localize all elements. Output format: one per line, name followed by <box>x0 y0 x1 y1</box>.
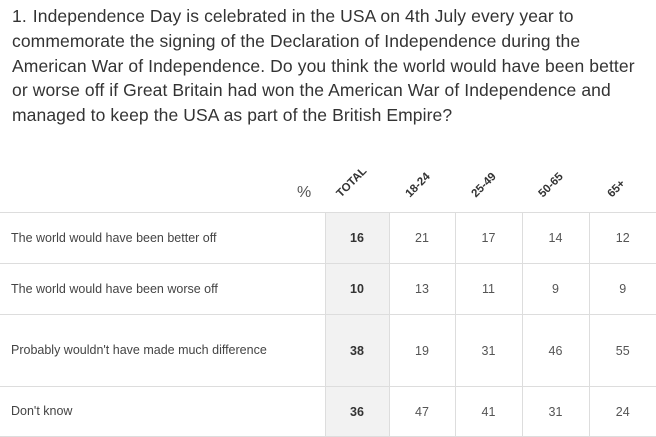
cell-18-24: 47 <box>388 386 456 437</box>
question-number: 1. <box>12 6 27 26</box>
cell-25-49: 31 <box>454 314 523 387</box>
cell-50-65: 9 <box>521 263 590 315</box>
table-row: Don't know 36 47 41 31 24 <box>0 386 656 437</box>
row-label: Don't know <box>0 386 326 437</box>
table-row: The world would have been better off 16 … <box>0 212 656 264</box>
cell-18-24: 19 <box>388 314 456 387</box>
cell-65-plus: 9 <box>588 263 656 315</box>
cell-total: 36 <box>324 386 390 437</box>
cell-total: 16 <box>324 212 390 264</box>
cell-25-49: 11 <box>454 263 523 315</box>
cell-25-49: 41 <box>454 386 523 437</box>
cell-50-65: 46 <box>521 314 590 387</box>
cell-65-plus: 24 <box>588 386 656 437</box>
row-label: Probably wouldn't have made much differe… <box>0 314 326 387</box>
cell-25-49: 17 <box>454 212 523 264</box>
cell-total: 10 <box>324 263 390 315</box>
question-body: Independence Day is celebrated in the US… <box>12 6 635 126</box>
table-row: Probably wouldn't have made much differe… <box>0 314 656 387</box>
cell-total: 38 <box>324 314 390 387</box>
cell-65-plus: 55 <box>588 314 656 387</box>
cell-50-65: 14 <box>521 212 590 264</box>
percent-symbol: % <box>297 184 312 201</box>
row-label: The world would have been better off <box>0 212 326 264</box>
question-text: 1. Independence Day is celebrated in the … <box>12 4 644 128</box>
cell-50-65: 31 <box>521 386 590 437</box>
row-label: The world would have been worse off <box>0 263 326 315</box>
results-table: The world would have been better off 16 … <box>0 212 656 437</box>
cell-18-24: 21 <box>388 212 456 264</box>
table-row: The world would have been worse off 10 1… <box>0 263 656 315</box>
cell-65-plus: 12 <box>588 212 656 264</box>
cell-18-24: 13 <box>388 263 456 315</box>
table-header: % TOTAL 18-24 25-49 50-65 65+ <box>297 165 628 201</box>
